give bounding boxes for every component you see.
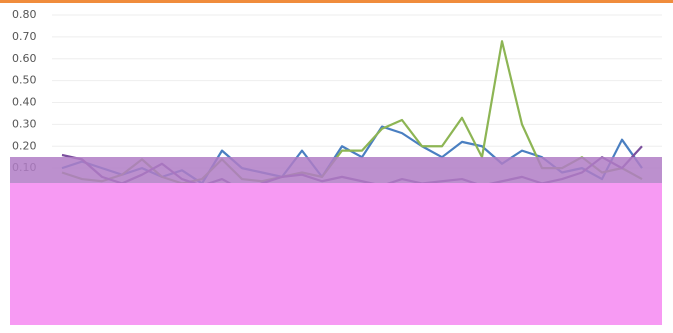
y-tick-label: 0.60 xyxy=(12,52,37,65)
y-tick-label: 0.50 xyxy=(12,74,37,87)
y-tick-label: 0.30 xyxy=(12,117,37,130)
top-border xyxy=(0,0,673,3)
overlay-band xyxy=(10,157,662,183)
y-tick-label: 0.40 xyxy=(12,96,37,109)
y-tick-label: 0.20 xyxy=(12,139,37,152)
overlay-block xyxy=(10,183,662,325)
y-tick-label: 0.80 xyxy=(12,8,37,21)
y-tick-label: 0.70 xyxy=(12,30,37,43)
